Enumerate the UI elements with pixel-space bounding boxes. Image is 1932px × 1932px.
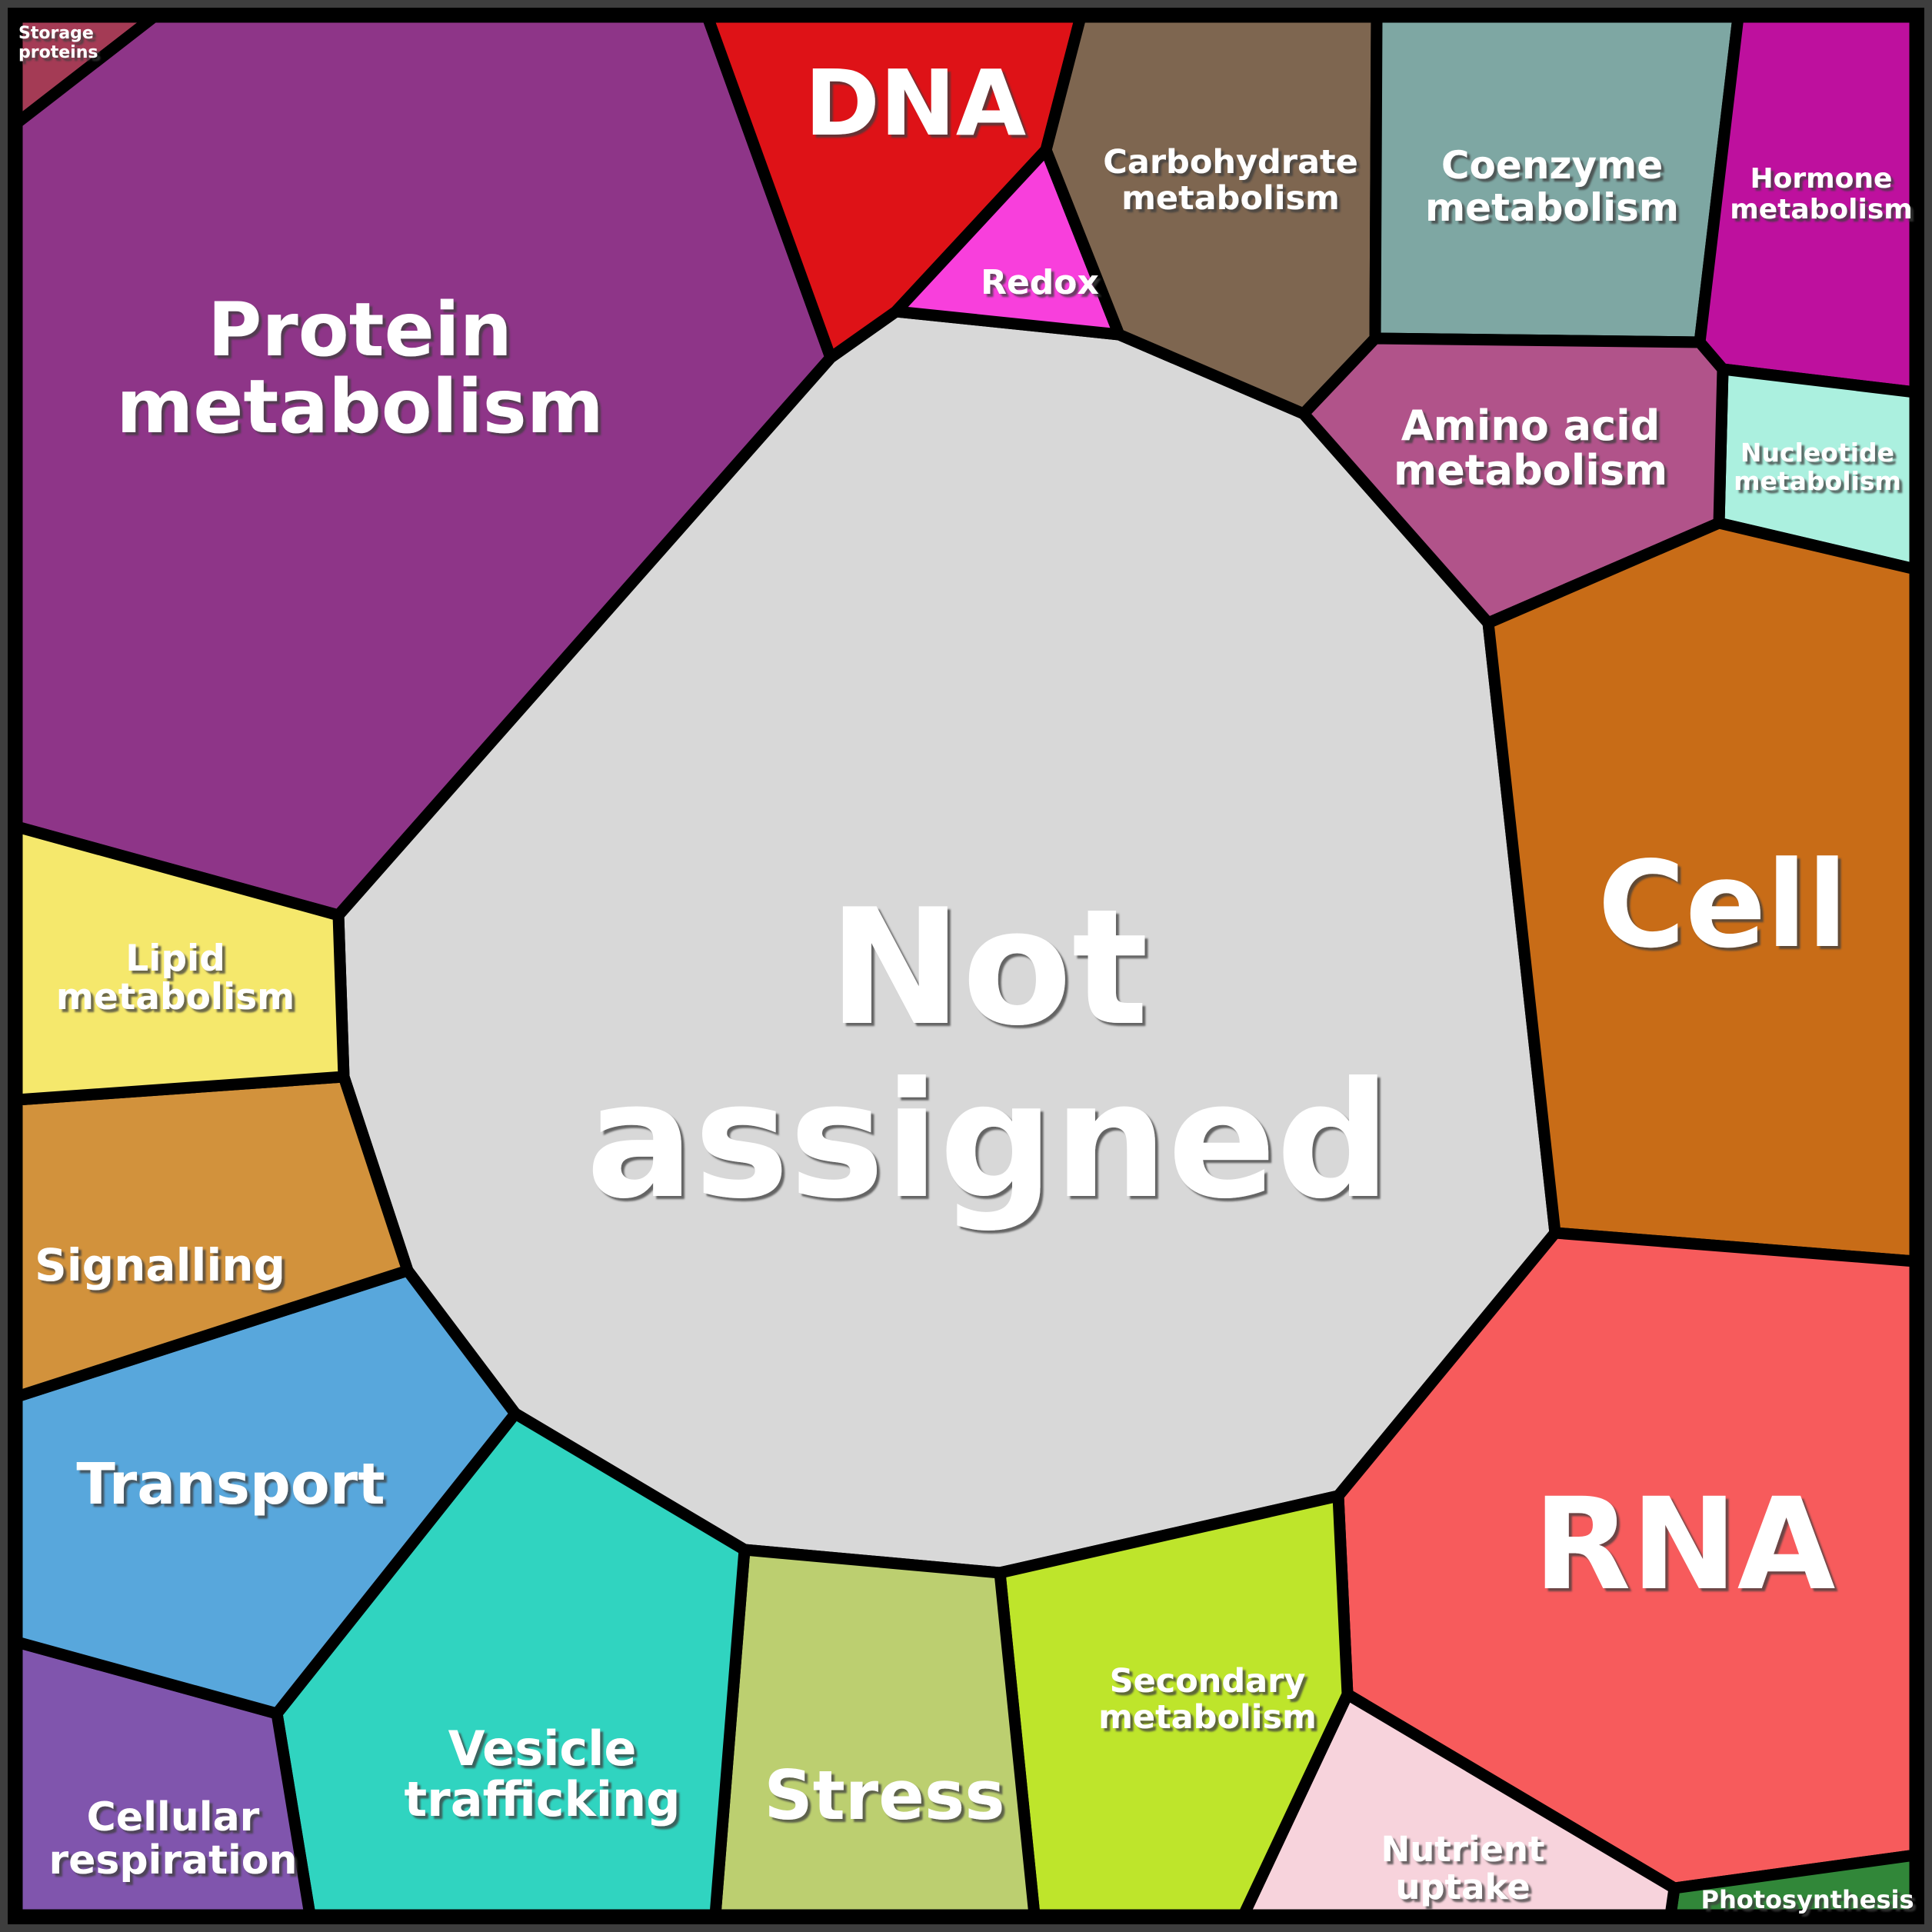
region-stress[interactable] <box>709 1544 1041 1921</box>
region-coenzyme-metabolism[interactable] <box>1369 11 1744 348</box>
region-secondary-metabolism[interactable] <box>994 1490 1354 1921</box>
region-hormone-metabolism[interactable] <box>1694 11 1921 398</box>
cells-layer <box>11 11 1921 1921</box>
region-cell[interactable] <box>1482 517 1921 1267</box>
region-lipid-metabolism[interactable] <box>11 821 350 1106</box>
